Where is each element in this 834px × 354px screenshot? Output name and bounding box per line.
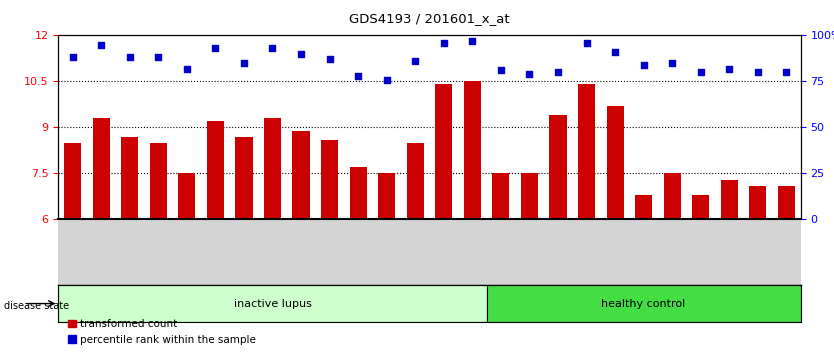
Point	[180, 66, 193, 72]
Bar	[749, 186, 766, 219]
Point	[495, 68, 508, 73]
Point	[208, 45, 222, 51]
Bar	[435, 85, 452, 219]
Point	[123, 55, 137, 60]
Point	[608, 49, 621, 55]
Bar	[150, 143, 167, 219]
Point	[237, 60, 250, 66]
Point	[465, 38, 479, 44]
Bar	[606, 106, 624, 219]
Bar	[264, 118, 281, 219]
Bar	[293, 131, 309, 219]
Point	[294, 51, 308, 57]
Point	[409, 58, 422, 64]
Bar	[321, 140, 338, 219]
Bar	[578, 85, 595, 219]
Point	[551, 69, 565, 75]
Bar	[521, 173, 538, 219]
Bar	[93, 118, 110, 219]
Point	[323, 57, 336, 62]
Point	[523, 71, 536, 77]
Bar	[58, 285, 486, 322]
Bar	[778, 186, 795, 219]
Bar	[121, 137, 138, 219]
Bar	[178, 173, 195, 219]
Point	[94, 42, 108, 47]
Point	[780, 69, 793, 75]
Point	[351, 73, 364, 79]
Point	[437, 40, 450, 46]
Bar	[692, 195, 709, 219]
Bar	[492, 173, 510, 219]
Point	[666, 60, 679, 66]
Bar	[378, 173, 395, 219]
Bar	[664, 173, 681, 219]
Point	[694, 69, 707, 75]
Bar	[64, 143, 81, 219]
Bar	[235, 137, 253, 219]
Text: disease state: disease state	[4, 301, 69, 311]
Legend: transformed count, percentile rank within the sample: transformed count, percentile rank withi…	[63, 315, 260, 349]
Point	[637, 62, 651, 68]
Text: healthy control: healthy control	[601, 298, 686, 309]
Point	[152, 55, 165, 60]
Bar	[464, 81, 481, 219]
Bar	[207, 121, 224, 219]
Bar	[349, 167, 367, 219]
Bar	[721, 179, 738, 219]
Bar	[407, 143, 424, 219]
Point	[580, 40, 593, 46]
Point	[266, 45, 279, 51]
Point	[380, 77, 394, 82]
Text: inactive lupus: inactive lupus	[234, 298, 311, 309]
Bar	[486, 285, 801, 322]
Point	[66, 55, 79, 60]
Point	[722, 66, 736, 72]
Bar	[550, 115, 566, 219]
Point	[751, 69, 765, 75]
Bar	[635, 195, 652, 219]
Text: GDS4193 / 201601_x_at: GDS4193 / 201601_x_at	[349, 12, 510, 25]
